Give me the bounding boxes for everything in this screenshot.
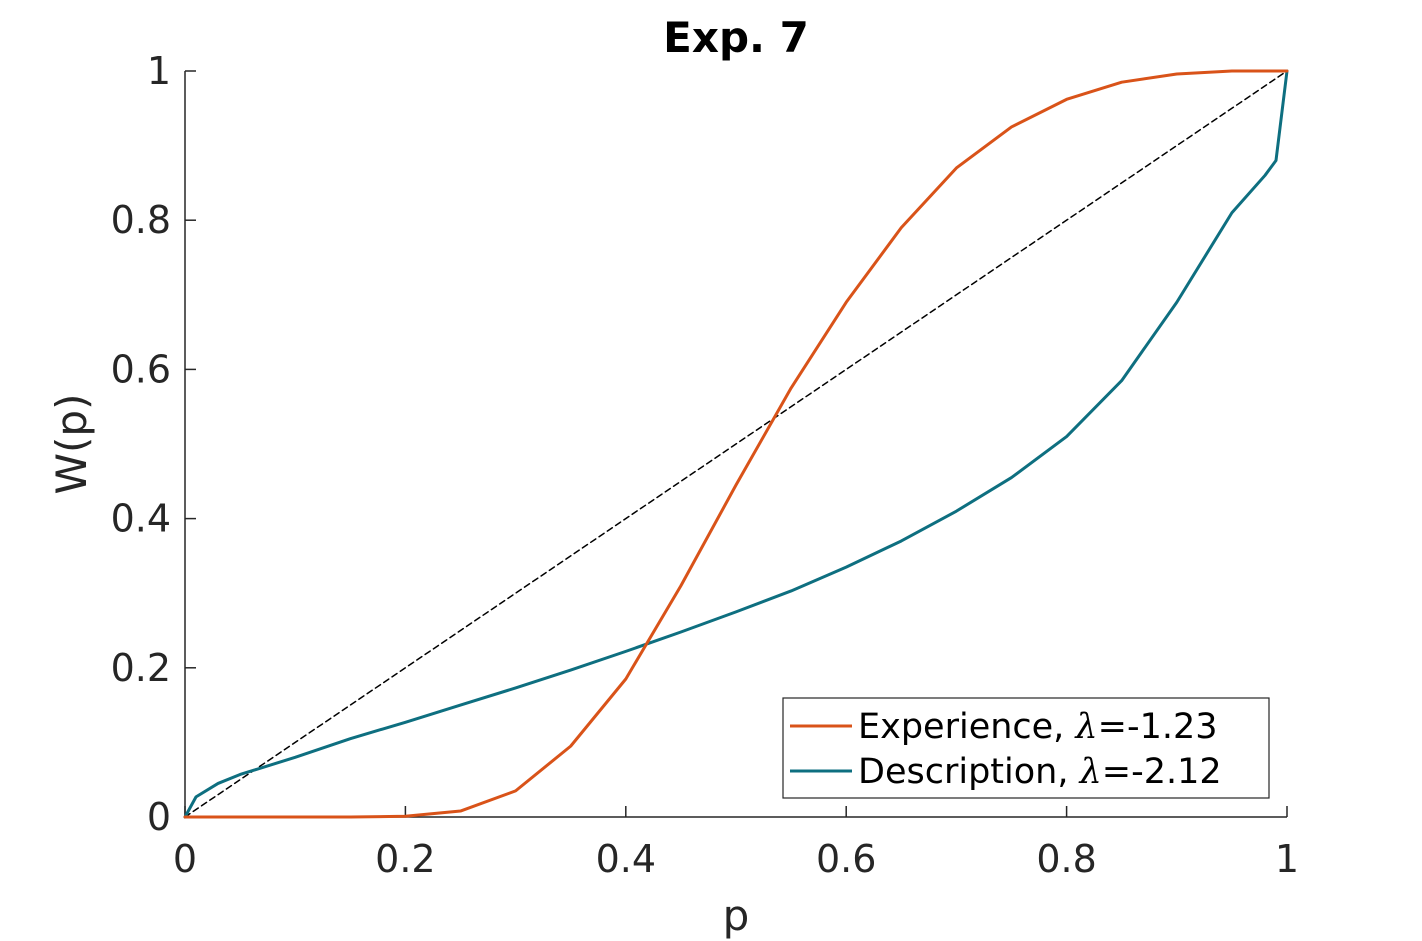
- x-axis-label: p: [723, 891, 750, 940]
- description-line: [183, 69, 1289, 819]
- y-axis-label: W(p): [47, 394, 96, 495]
- y-tick-label: 0.2: [111, 646, 171, 690]
- x-ticks: 0 0.2 0.4 0.6 0.8 1: [173, 806, 1299, 881]
- x-tick-label: 0.6: [816, 837, 876, 881]
- y-tick-label: 1: [147, 49, 171, 93]
- legend-label-experience-prefix: Experience,: [858, 707, 1075, 747]
- y-tick-label: 0.8: [111, 198, 171, 242]
- legend-label-description: Description, λ=-2.12: [858, 752, 1222, 792]
- legend-label-experience-suffix: =-1.23: [1098, 707, 1218, 747]
- legend-box: [782, 697, 1270, 799]
- legend: Experience, λ=-1.23 Description, λ=-2.12: [782, 697, 1270, 799]
- y-tick-label: 0.4: [111, 497, 171, 541]
- chart-title: Exp. 7: [663, 13, 809, 62]
- axes: 0 0.2 0.4 0.6 0.8 1 0 0.2 0.4 0.6 0.8 1: [111, 49, 1300, 881]
- legend-label-description-suffix: =-2.12: [1102, 752, 1222, 792]
- legend-label-experience: Experience, λ=-1.23: [858, 707, 1218, 747]
- y-ticks: 0 0.2 0.4 0.6 0.8 1: [111, 49, 196, 839]
- y-tick-label: 0: [147, 795, 171, 839]
- experience-line: [183, 69, 1289, 819]
- x-tick-label: 0: [173, 837, 197, 881]
- plot-lines: [183, 69, 1289, 819]
- x-tick-label: 0.2: [375, 837, 435, 881]
- x-tick-label: 1: [1275, 837, 1299, 881]
- legend-label-description-symbol: λ: [1078, 752, 1102, 792]
- identity-diagonal-line: [184, 70, 1288, 818]
- x-tick-label: 0.8: [1036, 837, 1096, 881]
- legend-label-description-prefix: Description,: [858, 752, 1080, 792]
- legend-label-experience-symbol: λ: [1073, 707, 1097, 747]
- y-tick-label: 0.6: [111, 347, 171, 391]
- x-tick-label: 0.4: [596, 837, 656, 881]
